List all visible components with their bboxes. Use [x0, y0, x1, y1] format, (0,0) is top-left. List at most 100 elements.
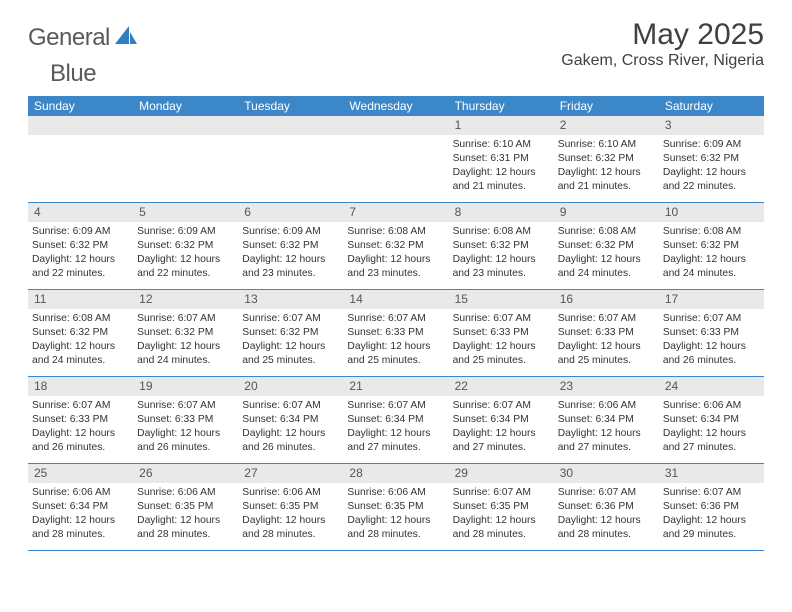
- day-number: [238, 116, 343, 135]
- sunrise-line: Sunrise: 6:07 AM: [663, 486, 760, 500]
- sunrise-line: Sunrise: 6:08 AM: [453, 225, 550, 239]
- day-number: 4: [28, 203, 133, 222]
- sunset-line: Sunset: 6:35 PM: [137, 500, 234, 514]
- sunset-line: Sunset: 6:32 PM: [347, 239, 444, 253]
- sunrise-line: Sunrise: 6:06 AM: [32, 486, 129, 500]
- day-number: 15: [449, 290, 554, 309]
- day-number: 9: [554, 203, 659, 222]
- month-title: May 2025: [561, 18, 764, 52]
- day-body: Sunrise: 6:06 AMSunset: 6:34 PMDaylight:…: [28, 483, 133, 544]
- sunset-line: Sunset: 6:33 PM: [137, 413, 234, 427]
- sunrise-line: Sunrise: 6:06 AM: [347, 486, 444, 500]
- day-body: Sunrise: 6:07 AMSunset: 6:36 PMDaylight:…: [659, 483, 764, 544]
- sunrise-line: Sunrise: 6:06 AM: [242, 486, 339, 500]
- day-cell: [28, 116, 133, 202]
- calendar: Sunday Monday Tuesday Wednesday Thursday…: [28, 96, 764, 551]
- day-body: Sunrise: 6:08 AMSunset: 6:32 PMDaylight:…: [449, 222, 554, 283]
- week-row: 11Sunrise: 6:08 AMSunset: 6:32 PMDayligh…: [28, 290, 764, 377]
- sunset-line: Sunset: 6:33 PM: [347, 326, 444, 340]
- sunset-line: Sunset: 6:34 PM: [663, 413, 760, 427]
- day-body: Sunrise: 6:08 AMSunset: 6:32 PMDaylight:…: [554, 222, 659, 283]
- day-number: 16: [554, 290, 659, 309]
- day-body: Sunrise: 6:06 AMSunset: 6:35 PMDaylight:…: [238, 483, 343, 544]
- sunset-line: Sunset: 6:32 PM: [32, 326, 129, 340]
- day-body: Sunrise: 6:09 AMSunset: 6:32 PMDaylight:…: [28, 222, 133, 283]
- day-body: Sunrise: 6:09 AMSunset: 6:32 PMDaylight:…: [133, 222, 238, 283]
- day-cell: 4Sunrise: 6:09 AMSunset: 6:32 PMDaylight…: [28, 203, 133, 289]
- daylight-line: Daylight: 12 hours and 24 minutes.: [558, 253, 655, 281]
- week-row: 1Sunrise: 6:10 AMSunset: 6:31 PMDaylight…: [28, 116, 764, 203]
- daylight-line: Daylight: 12 hours and 28 minutes.: [558, 514, 655, 542]
- day-number: 3: [659, 116, 764, 135]
- day-cell: 10Sunrise: 6:08 AMSunset: 6:32 PMDayligh…: [659, 203, 764, 289]
- day-cell: 19Sunrise: 6:07 AMSunset: 6:33 PMDayligh…: [133, 377, 238, 463]
- logo-sail-icon: [115, 26, 137, 51]
- day-cell: 18Sunrise: 6:07 AMSunset: 6:33 PMDayligh…: [28, 377, 133, 463]
- daylight-line: Daylight: 12 hours and 28 minutes.: [32, 514, 129, 542]
- daylight-line: Daylight: 12 hours and 28 minutes.: [242, 514, 339, 542]
- weekday-tue: Tuesday: [238, 96, 343, 116]
- day-cell: 21Sunrise: 6:07 AMSunset: 6:34 PMDayligh…: [343, 377, 448, 463]
- day-body: Sunrise: 6:07 AMSunset: 6:33 PMDaylight:…: [28, 396, 133, 457]
- day-body: Sunrise: 6:07 AMSunset: 6:35 PMDaylight:…: [449, 483, 554, 544]
- day-body: Sunrise: 6:06 AMSunset: 6:35 PMDaylight:…: [343, 483, 448, 544]
- day-body: Sunrise: 6:07 AMSunset: 6:33 PMDaylight:…: [343, 309, 448, 370]
- sunset-line: Sunset: 6:34 PM: [347, 413, 444, 427]
- day-cell: 2Sunrise: 6:10 AMSunset: 6:32 PMDaylight…: [554, 116, 659, 202]
- title-block: May 2025 Gakem, Cross River, Nigeria: [561, 18, 764, 70]
- sunset-line: Sunset: 6:32 PM: [558, 152, 655, 166]
- day-number: 13: [238, 290, 343, 309]
- sunset-line: Sunset: 6:32 PM: [32, 239, 129, 253]
- sunset-line: Sunset: 6:34 PM: [558, 413, 655, 427]
- logo: General: [28, 18, 138, 52]
- daylight-line: Daylight: 12 hours and 23 minutes.: [242, 253, 339, 281]
- sunrise-line: Sunrise: 6:09 AM: [663, 138, 760, 152]
- weekday-sun: Sunday: [28, 96, 133, 116]
- sunrise-line: Sunrise: 6:07 AM: [242, 399, 339, 413]
- daylight-line: Daylight: 12 hours and 23 minutes.: [453, 253, 550, 281]
- sunset-line: Sunset: 6:33 PM: [32, 413, 129, 427]
- day-cell: 25Sunrise: 6:06 AMSunset: 6:34 PMDayligh…: [28, 464, 133, 550]
- day-number: 7: [343, 203, 448, 222]
- daylight-line: Daylight: 12 hours and 25 minutes.: [558, 340, 655, 368]
- day-cell: 17Sunrise: 6:07 AMSunset: 6:33 PMDayligh…: [659, 290, 764, 376]
- daylight-line: Daylight: 12 hours and 24 minutes.: [663, 253, 760, 281]
- daylight-line: Daylight: 12 hours and 24 minutes.: [32, 340, 129, 368]
- day-number: 1: [449, 116, 554, 135]
- day-body: Sunrise: 6:07 AMSunset: 6:34 PMDaylight:…: [238, 396, 343, 457]
- day-cell: 1Sunrise: 6:10 AMSunset: 6:31 PMDaylight…: [449, 116, 554, 202]
- day-number: 31: [659, 464, 764, 483]
- day-body: Sunrise: 6:07 AMSunset: 6:33 PMDaylight:…: [449, 309, 554, 370]
- day-number: 10: [659, 203, 764, 222]
- sunrise-line: Sunrise: 6:06 AM: [137, 486, 234, 500]
- sunrise-line: Sunrise: 6:07 AM: [453, 486, 550, 500]
- day-number: 25: [28, 464, 133, 483]
- day-number: 8: [449, 203, 554, 222]
- daylight-line: Daylight: 12 hours and 27 minutes.: [453, 427, 550, 455]
- day-cell: 24Sunrise: 6:06 AMSunset: 6:34 PMDayligh…: [659, 377, 764, 463]
- logo-text-gray: General: [28, 24, 110, 52]
- day-cell: 30Sunrise: 6:07 AMSunset: 6:36 PMDayligh…: [554, 464, 659, 550]
- day-cell: 7Sunrise: 6:08 AMSunset: 6:32 PMDaylight…: [343, 203, 448, 289]
- sunset-line: Sunset: 6:33 PM: [663, 326, 760, 340]
- day-cell: 15Sunrise: 6:07 AMSunset: 6:33 PMDayligh…: [449, 290, 554, 376]
- sunset-line: Sunset: 6:32 PM: [137, 239, 234, 253]
- sunset-line: Sunset: 6:34 PM: [32, 500, 129, 514]
- daylight-line: Daylight: 12 hours and 28 minutes.: [453, 514, 550, 542]
- daylight-line: Daylight: 12 hours and 26 minutes.: [242, 427, 339, 455]
- day-number: 30: [554, 464, 659, 483]
- day-number: 18: [28, 377, 133, 396]
- sunset-line: Sunset: 6:32 PM: [137, 326, 234, 340]
- day-number: 22: [449, 377, 554, 396]
- day-cell: 28Sunrise: 6:06 AMSunset: 6:35 PMDayligh…: [343, 464, 448, 550]
- sunrise-line: Sunrise: 6:07 AM: [558, 312, 655, 326]
- day-cell: 27Sunrise: 6:06 AMSunset: 6:35 PMDayligh…: [238, 464, 343, 550]
- day-body: Sunrise: 6:07 AMSunset: 6:32 PMDaylight:…: [238, 309, 343, 370]
- day-body: Sunrise: 6:08 AMSunset: 6:32 PMDaylight:…: [28, 309, 133, 370]
- sunrise-line: Sunrise: 6:10 AM: [453, 138, 550, 152]
- daylight-line: Daylight: 12 hours and 22 minutes.: [32, 253, 129, 281]
- week-row: 4Sunrise: 6:09 AMSunset: 6:32 PMDaylight…: [28, 203, 764, 290]
- week-row: 18Sunrise: 6:07 AMSunset: 6:33 PMDayligh…: [28, 377, 764, 464]
- day-cell: 6Sunrise: 6:09 AMSunset: 6:32 PMDaylight…: [238, 203, 343, 289]
- daylight-line: Daylight: 12 hours and 27 minutes.: [663, 427, 760, 455]
